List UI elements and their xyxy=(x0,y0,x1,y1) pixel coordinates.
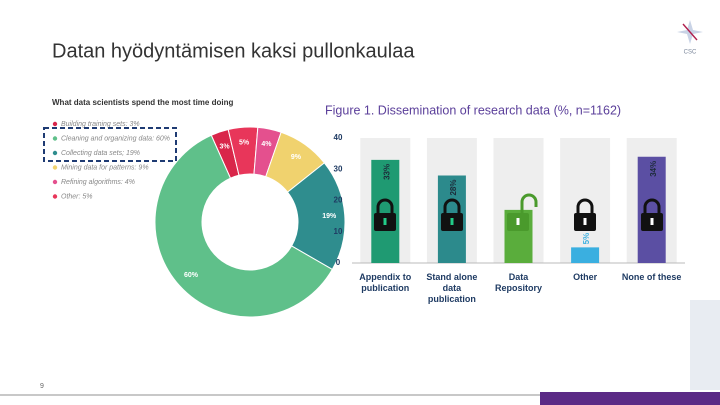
slice-label: 60% xyxy=(184,272,199,279)
value-label: 33% xyxy=(382,164,391,180)
y-tick-label: 30 xyxy=(334,164,343,173)
x-tick-label: Stand alone data publication xyxy=(426,272,478,304)
legend-dot xyxy=(52,165,58,170)
lock-closed xyxy=(374,198,396,231)
slice-label: 5% xyxy=(239,140,250,147)
legend-dot xyxy=(52,150,58,156)
lock-closed xyxy=(574,198,596,231)
bar xyxy=(571,247,600,263)
value-label: 5% xyxy=(582,233,591,245)
x-tick-label: None of these xyxy=(621,272,682,282)
legend-dot xyxy=(52,194,58,199)
value-label: 28% xyxy=(449,180,458,196)
bar xyxy=(637,156,666,263)
highlight-box xyxy=(43,127,177,162)
page-number: 9 xyxy=(40,383,44,390)
x-tick-label: Appendix to publication xyxy=(359,272,412,293)
legend-label: Cleaning and organizing data: 60% xyxy=(61,135,170,142)
pie-slice xyxy=(154,134,334,318)
slice-label: 19% xyxy=(322,213,337,220)
y-tick-label: 40 xyxy=(334,133,343,142)
logo-text: CSC xyxy=(684,50,697,56)
locks xyxy=(374,193,663,231)
lock-closed xyxy=(641,198,663,231)
legend-dot xyxy=(52,136,58,141)
legend-label: Other: 5% xyxy=(61,193,93,200)
slide-title: Datan hyödyntämisen kaksi pullonkaulaa xyxy=(52,40,415,62)
legend-label: Collecting data sets; 19% xyxy=(61,150,140,157)
y-tick-label: 0 xyxy=(336,258,341,267)
legend-dot xyxy=(52,121,58,127)
value-label: 34% xyxy=(649,161,658,177)
lock-closed xyxy=(441,198,463,231)
legend-label: Mining data for patterns: 9% xyxy=(61,164,149,171)
legend-label: Refining algorithms: 4% xyxy=(61,179,135,186)
footer-line xyxy=(0,394,540,396)
legend-dot xyxy=(52,179,58,185)
corner-image xyxy=(690,300,720,390)
chart-title: Figure 1. Dissemination of research data… xyxy=(325,103,621,117)
logo-stroke xyxy=(682,23,698,41)
slice-label: 4% xyxy=(261,141,272,148)
logo: CSC xyxy=(677,20,703,56)
y-tick-label: 10 xyxy=(334,227,343,236)
legend-label: Building training sets: 3% xyxy=(61,121,140,128)
bar xyxy=(371,159,400,263)
x-tick-label: Data Repository xyxy=(494,272,542,293)
x-tick-label: Other xyxy=(573,272,598,282)
lock-open xyxy=(507,193,538,231)
chart-title: What data scientists spend the most time… xyxy=(52,98,233,107)
slice-label: 9% xyxy=(291,154,302,161)
slice-label: 3% xyxy=(219,144,230,151)
y-tick-label: 20 xyxy=(334,196,343,205)
footer-bar xyxy=(540,392,720,405)
